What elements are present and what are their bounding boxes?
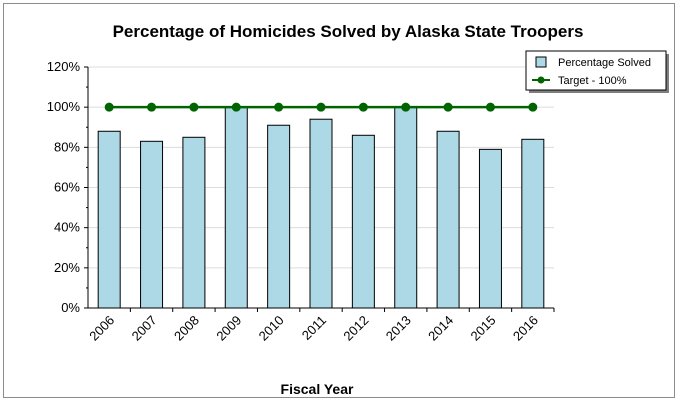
bar-2016 (521, 138, 545, 309)
target-point-2010 (274, 102, 284, 112)
x-tick-label: 2014 (425, 313, 456, 344)
x-tick-label: 2015 (468, 313, 499, 344)
target-line-series (104, 102, 538, 112)
bar-2009 (224, 106, 248, 309)
target-point-2008 (189, 102, 199, 112)
x-tick-label: 2007 (129, 313, 160, 344)
target-point-2012 (358, 102, 368, 112)
legend-box (525, 50, 667, 91)
bar-2010 (267, 124, 291, 309)
legend-swatch-target-marker (537, 76, 545, 84)
target-point-2007 (147, 102, 157, 112)
legend-label-target: Target - 100% (558, 75, 627, 87)
target-point-2015 (485, 102, 495, 112)
target-point-2016 (528, 102, 538, 112)
x-tick-label: 2006 (86, 313, 117, 344)
legend: Percentage Solved Target - 100% (525, 50, 669, 93)
bar-2006 (97, 130, 121, 309)
bar-2014 (436, 130, 460, 309)
x-tick-label: 2008 (171, 313, 202, 344)
target-point-2014 (443, 102, 453, 112)
x-tick-label: 2010 (256, 313, 287, 344)
target-point-2009 (231, 102, 241, 112)
bar-series (97, 106, 545, 309)
y-tick-label: 40% (54, 220, 80, 235)
bar-2011 (309, 118, 333, 309)
bar-2012 (351, 134, 375, 309)
bar-2007 (140, 140, 164, 309)
y-tick-label: 0% (61, 300, 80, 315)
target-point-2013 (401, 102, 411, 112)
x-tick-label: 2009 (213, 313, 244, 344)
x-tick-label: 2012 (340, 313, 371, 344)
chart-frame: Percentage of Homicides Solved by Alaska… (3, 3, 675, 398)
x-tick-label: 2013 (383, 313, 414, 344)
x-axis-label: Fiscal Year (281, 381, 354, 397)
target-point-2006 (104, 102, 114, 112)
legend-swatch-percentage-solved (535, 56, 547, 68)
y-tick-label: 80% (54, 139, 80, 154)
bar-2013 (394, 106, 418, 309)
y-tick-label: 120% (47, 59, 81, 74)
x-axis: 2006 2007 2008 2009 2010 2011 2012 2013 2014 2015… (86, 307, 555, 344)
x-tick-label: 2016 (510, 313, 541, 344)
y-tick-label: 20% (54, 260, 80, 275)
bar-2015 (478, 148, 502, 309)
y-tick-label: 60% (54, 180, 80, 195)
x-tick-label: 2011 (299, 313, 329, 343)
target-point-2011 (316, 102, 326, 112)
legend-label-percentage-solved: Percentage Solved (558, 57, 651, 69)
chart-title: Percentage of Homicides Solved by Alaska… (113, 22, 584, 41)
y-tick-label: 100% (47, 99, 81, 114)
bar-2008 (182, 136, 206, 309)
chart-svg: Percentage of Homicides Solved by Alaska… (47, 22, 669, 397)
y-axis: 0% 20% 40% 60% 80% 100% 120% (47, 59, 89, 315)
